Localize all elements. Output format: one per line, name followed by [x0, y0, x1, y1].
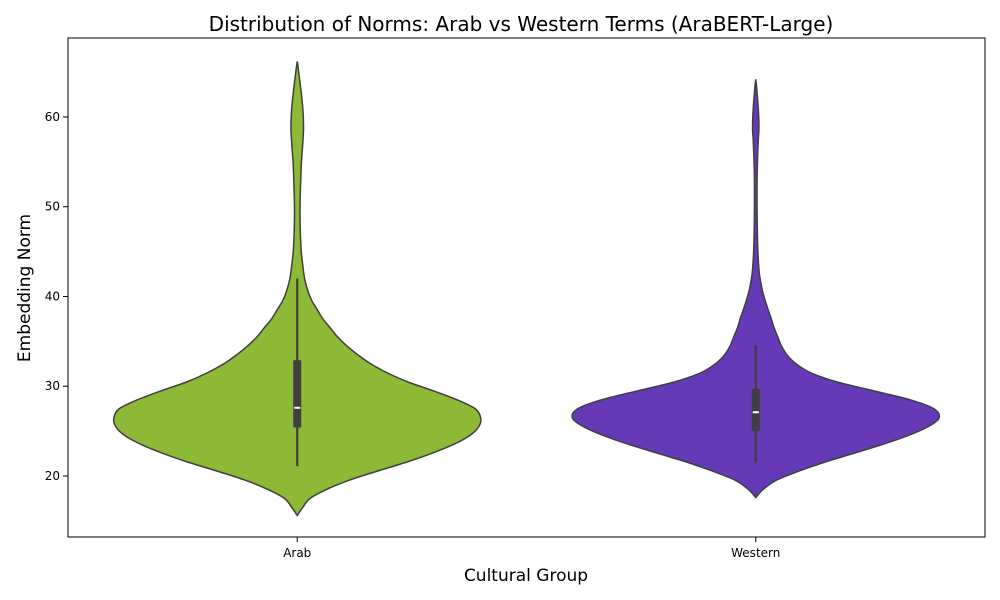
x-tick-label-arab: Arab — [283, 546, 311, 560]
x-axis-ticks: Arab Western — [283, 537, 780, 560]
violin-body-western — [571, 79, 941, 499]
violins-group — [112, 61, 941, 517]
y-tick-label: 60 — [45, 110, 60, 124]
x-tick-label-western: Western — [731, 546, 780, 560]
iqr-box-arab — [293, 360, 302, 428]
plot-frame — [67, 37, 986, 538]
x-axis-label: Cultural Group — [464, 566, 588, 586]
y-tick-label: 30 — [45, 379, 60, 393]
iqr-box-western — [751, 388, 760, 432]
y-axis-label: Embedding Norm — [15, 214, 35, 362]
y-tick-label: 40 — [45, 289, 60, 303]
y-axis-ticks: 20 30 40 50 60 — [45, 110, 68, 483]
chart-title: Distribution of Norms: Arab vs Western T… — [209, 12, 834, 36]
y-tick-label: 50 — [45, 200, 60, 214]
y-tick-label: 20 — [45, 469, 60, 483]
